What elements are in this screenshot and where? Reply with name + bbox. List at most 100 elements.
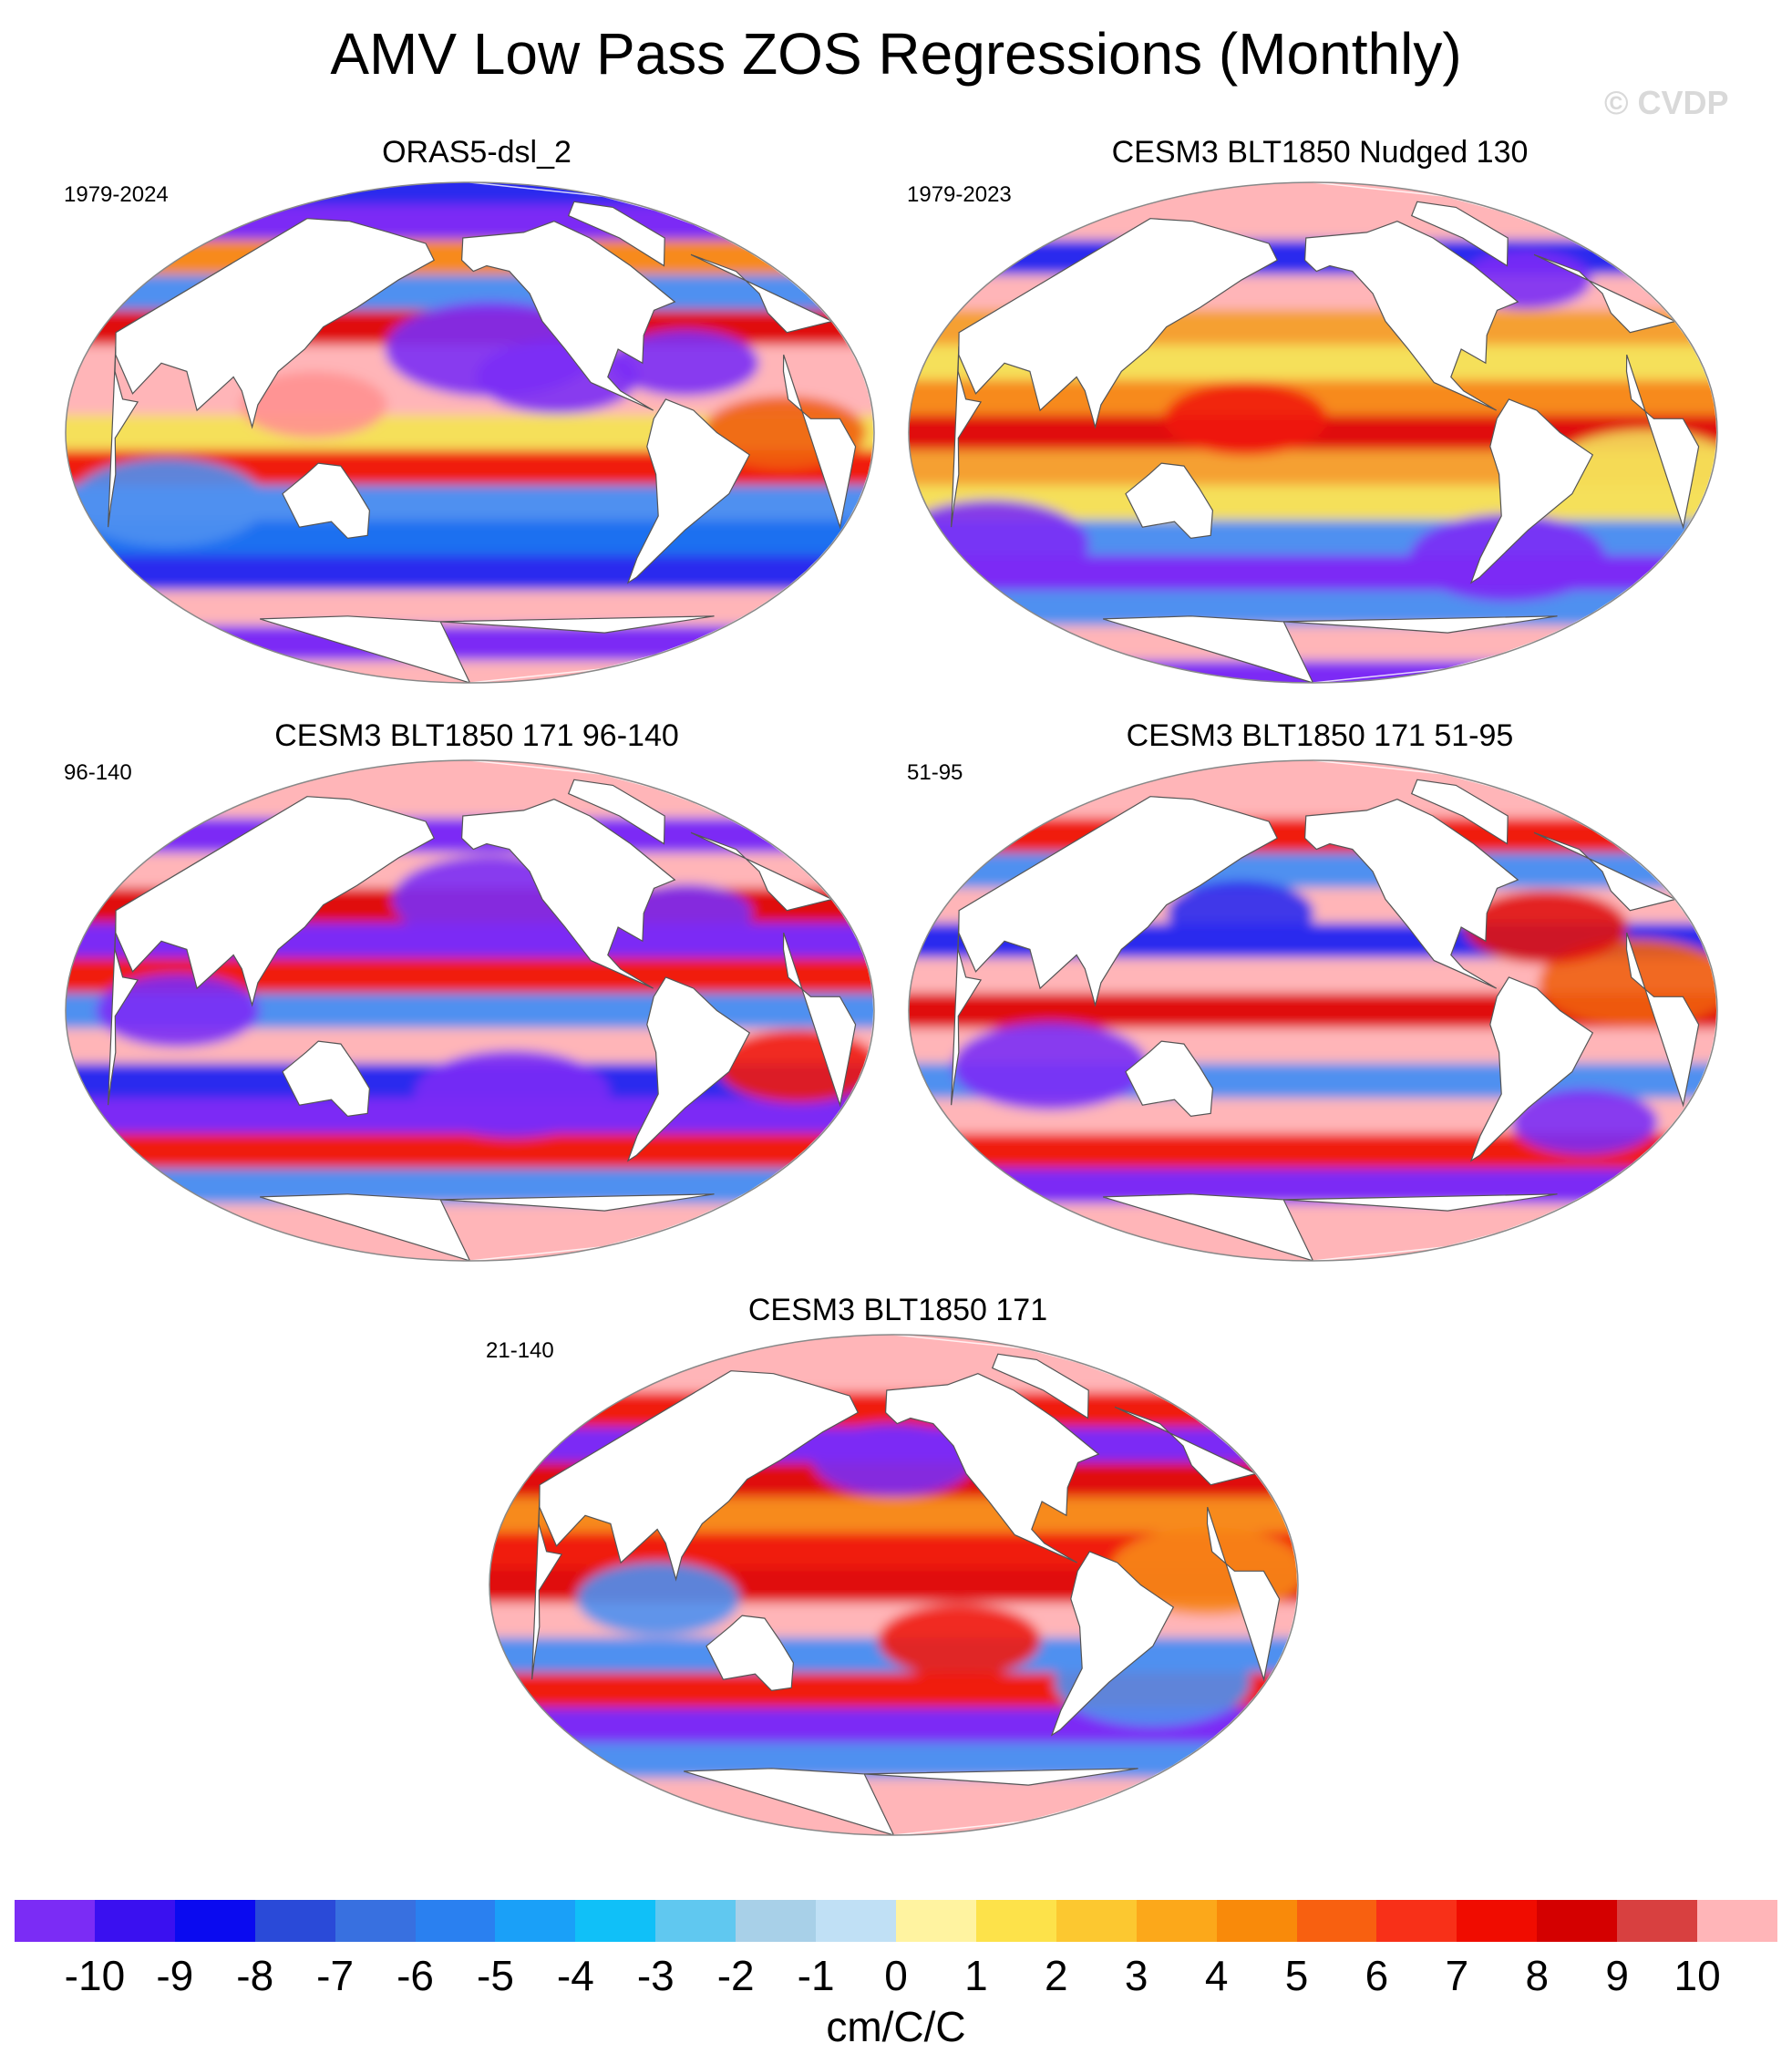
field-band xyxy=(66,555,874,593)
world-map xyxy=(908,181,1718,684)
land-eurasia xyxy=(115,796,435,1007)
colorbar-swatch xyxy=(1697,1900,1778,1942)
colorbar-swatch xyxy=(1457,1900,1538,1942)
world-map xyxy=(489,1334,1299,1836)
panel-period: 1979-2023 xyxy=(907,182,1012,207)
land-africa xyxy=(1206,1506,1281,1682)
land-north-america xyxy=(1303,221,1519,411)
colorbar-tick-label: 6 xyxy=(1365,1952,1389,1999)
land-north-america xyxy=(884,1373,1100,1563)
land-eurasia xyxy=(539,1370,859,1582)
land-africa xyxy=(1625,932,1700,1108)
colorbar-swatch xyxy=(1376,1900,1457,1942)
panel-title: CESM3 BLT1850 171 96-140 xyxy=(274,718,679,753)
land-antarctica xyxy=(440,1193,715,1212)
land-australia xyxy=(1125,462,1214,540)
land-africa xyxy=(108,924,139,1106)
land-australia xyxy=(282,1040,371,1118)
world-map xyxy=(65,181,875,684)
land-africa xyxy=(951,346,983,528)
colorbar-units: cm/C/C xyxy=(826,2003,966,2050)
colorbar-tick-label: 0 xyxy=(884,1952,908,1999)
panel-period: 21-140 xyxy=(486,1338,554,1363)
land-antarctica xyxy=(864,1768,1138,1786)
map-outline xyxy=(908,181,1718,684)
anomaly-blob xyxy=(1164,381,1328,456)
land-africa xyxy=(108,346,139,528)
anomaly-blob xyxy=(414,1049,611,1139)
colorbar-tick-label: 3 xyxy=(1124,1952,1148,1999)
land-antarctica xyxy=(440,615,715,634)
colorbar-tick-label: 5 xyxy=(1284,1952,1309,1999)
land-north-america xyxy=(1303,799,1519,989)
land-greenland xyxy=(1410,779,1509,845)
land-greenland xyxy=(991,1353,1089,1419)
map-outline xyxy=(908,759,1718,1262)
colorbar-swatch xyxy=(1537,1900,1618,1942)
colorbar-tick-label: -6 xyxy=(397,1952,434,1999)
colorbar-tick-label: -2 xyxy=(716,1952,755,1999)
panel-period: 1979-2024 xyxy=(64,182,169,207)
land-eurasia xyxy=(1533,831,1677,912)
land-eurasia xyxy=(115,218,435,429)
colorbar-tick-label: -3 xyxy=(636,1952,675,1999)
anomaly-blob xyxy=(812,1422,975,1497)
colorbar-tick-label: -1 xyxy=(797,1952,835,1999)
land-south-america xyxy=(1469,976,1594,1162)
anomaly-blob xyxy=(612,330,759,397)
panel-title: CESM3 BLT1850 171 xyxy=(747,1293,1048,1327)
panel-title: CESM3 BLT1850 Nudged 130 xyxy=(1111,135,1529,170)
colorbar-swatch xyxy=(1136,1900,1218,1942)
land-south-america xyxy=(626,976,751,1162)
land-eurasia xyxy=(690,831,834,912)
ocean-field xyxy=(909,182,1717,683)
anomaly-blob xyxy=(576,1562,740,1636)
land-eurasia xyxy=(1533,253,1677,334)
anomaly-blob xyxy=(878,1604,1042,1677)
land-antarctica xyxy=(1103,1193,1314,1261)
colorbar-tick-label: 7 xyxy=(1445,1952,1469,1999)
world-map xyxy=(65,759,875,1262)
land-australia xyxy=(705,1615,795,1692)
colorbar-swatch xyxy=(816,1900,897,1942)
field-band xyxy=(66,1133,874,1171)
colorbar-swatch xyxy=(896,1900,977,1942)
land-greenland xyxy=(1410,201,1509,267)
colorbar-swatch xyxy=(174,1900,256,1942)
colorbar-tick-label: 8 xyxy=(1525,1952,1550,1999)
anomaly-blob xyxy=(69,458,266,547)
colorbar-tick-label: -8 xyxy=(236,1952,274,1999)
colorbar-swatch xyxy=(1617,1900,1698,1942)
anomaly-blob xyxy=(240,371,387,439)
land-south-america xyxy=(1050,1551,1175,1737)
land-africa xyxy=(782,932,857,1108)
anomaly-blob xyxy=(1167,880,1314,946)
colorbar-swatch xyxy=(254,1900,336,1942)
land-north-america xyxy=(460,221,676,411)
anomaly-blob xyxy=(1464,890,1628,965)
land-africa xyxy=(531,1498,563,1680)
colorbar-swatch xyxy=(415,1900,496,1942)
map-outline xyxy=(65,181,875,684)
panel-period: 96-140 xyxy=(64,760,132,785)
panel-period: 51-95 xyxy=(907,760,963,785)
land-north-america xyxy=(460,799,676,989)
land-australia xyxy=(282,462,371,540)
colorbar-swatch xyxy=(975,1900,1057,1942)
colorbar-swatch xyxy=(575,1900,656,1942)
colorbar-tick-label: -5 xyxy=(477,1952,514,1999)
anomaly-blob xyxy=(1409,513,1606,603)
map-outline xyxy=(65,759,875,1262)
land-antarctica xyxy=(260,1193,471,1261)
land-antarctica xyxy=(1283,615,1558,634)
colorbar-swatch xyxy=(495,1900,576,1942)
field-band xyxy=(909,1203,1717,1241)
land-africa xyxy=(951,924,983,1106)
colorbar-swatch xyxy=(94,1900,176,1942)
colorbar-tick-label: 10 xyxy=(1674,1952,1721,1999)
field-band xyxy=(909,782,1717,820)
land-eurasia xyxy=(958,796,1278,1007)
colorbar-tick-label: 2 xyxy=(1045,1952,1068,1999)
field-band xyxy=(66,1203,874,1241)
world-map xyxy=(908,759,1718,1262)
